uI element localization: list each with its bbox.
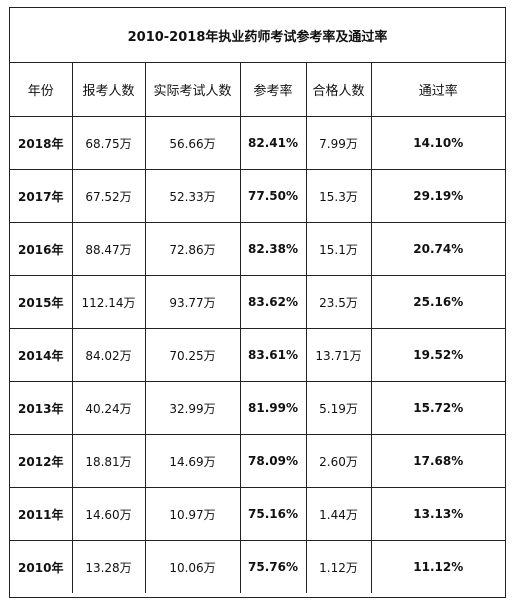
- cell-applicants: 40.24万: [72, 381, 146, 435]
- table-row: 2011年 14.60万 10.97万 75.16% 1.44万 13.13%: [10, 487, 505, 541]
- table-row: 2015年 112.14万 93.77万 83.62% 23.5万 25.16%: [10, 275, 505, 329]
- cell-examinees: 14.69万: [145, 434, 241, 488]
- cell-year: 2016年: [10, 222, 73, 276]
- cell-attendance-rate: 77.50%: [240, 169, 307, 223]
- cell-year: 2013年: [10, 381, 73, 435]
- cell-attendance-rate: 81.99%: [240, 381, 307, 435]
- cell-applicants: 68.75万: [72, 116, 146, 170]
- exam-statistics-table: 年份 报考人数 实际考试人数 参考率 合格人数 通过率 2018年 68.75万…: [10, 63, 505, 593]
- cell-examinees: 10.97万: [145, 487, 241, 541]
- cell-pass-rate: 13.13%: [371, 487, 505, 541]
- cell-examinees: 56.66万: [145, 116, 241, 170]
- cell-year: 2015年: [10, 275, 73, 329]
- cell-attendance-rate: 78.09%: [240, 434, 307, 488]
- table-row: 2018年 68.75万 56.66万 82.41% 7.99万 14.10%: [10, 116, 505, 170]
- cell-attendance-rate: 75.16%: [240, 487, 307, 541]
- cell-pass-rate: 15.72%: [371, 381, 505, 435]
- header-pass-rate: 通过率: [371, 63, 505, 117]
- cell-year: 2017年: [10, 169, 73, 223]
- cell-applicants: 112.14万: [72, 275, 146, 329]
- cell-attendance-rate: 83.61%: [240, 328, 307, 382]
- cell-attendance-rate: 82.41%: [240, 116, 307, 170]
- cell-pass-rate: 19.52%: [371, 328, 505, 382]
- cell-attendance-rate: 82.38%: [240, 222, 307, 276]
- cell-passed: 7.99万: [306, 116, 372, 170]
- header-row: 年份 报考人数 实际考试人数 参考率 合格人数 通过率: [10, 63, 505, 117]
- cell-examinees: 52.33万: [145, 169, 241, 223]
- cell-passed: 13.71万: [306, 328, 372, 382]
- pharmacist-exam-table-container: 2010-2018年执业药师考试参考率及通过率 年份 报考人数 实际考试人数 参…: [9, 7, 506, 598]
- table-row: 2017年 67.52万 52.33万 77.50% 15.3万 29.19%: [10, 169, 505, 223]
- cell-examinees: 72.86万: [145, 222, 241, 276]
- cell-year: 2010年: [10, 540, 73, 593]
- header-applicants: 报考人数: [72, 63, 146, 117]
- cell-attendance-rate: 83.62%: [240, 275, 307, 329]
- cell-applicants: 14.60万: [72, 487, 146, 541]
- cell-applicants: 18.81万: [72, 434, 146, 488]
- cell-examinees: 32.99万: [145, 381, 241, 435]
- cell-applicants: 67.52万: [72, 169, 146, 223]
- table-title: 2010-2018年执业药师考试参考率及通过率: [10, 8, 505, 63]
- cell-pass-rate: 20.74%: [371, 222, 505, 276]
- table-row: 2012年 18.81万 14.69万 78.09% 2.60万 17.68%: [10, 434, 505, 488]
- cell-examinees: 10.06万: [145, 540, 241, 593]
- cell-pass-rate: 14.10%: [371, 116, 505, 170]
- cell-examinees: 93.77万: [145, 275, 241, 329]
- cell-attendance-rate: 75.76%: [240, 540, 307, 593]
- cell-passed: 1.44万: [306, 487, 372, 541]
- cell-passed: 15.3万: [306, 169, 372, 223]
- cell-passed: 2.60万: [306, 434, 372, 488]
- cell-year: 2011年: [10, 487, 73, 541]
- cell-passed: 1.12万: [306, 540, 372, 593]
- table-row: 2010年 13.28万 10.06万 75.76% 1.12万 11.12%: [10, 540, 505, 593]
- cell-applicants: 13.28万: [72, 540, 146, 593]
- cell-pass-rate: 11.12%: [413, 560, 464, 574]
- cell-pass-rate: 29.19%: [371, 169, 505, 223]
- cell-year: 2014年: [10, 328, 73, 382]
- cell-examinees: 70.25万: [145, 328, 241, 382]
- cell-pass-rate: 25.16%: [371, 275, 505, 329]
- header-year: 年份: [10, 63, 73, 117]
- header-passed: 合格人数: [306, 63, 372, 117]
- cell-year: 2012年: [10, 434, 73, 488]
- cell-year: 2018年: [10, 116, 73, 170]
- cell-passed: 5.19万: [306, 381, 372, 435]
- table-row: 2014年 84.02万 70.25万 83.61% 13.71万 19.52%: [10, 328, 505, 382]
- cell-applicants: 84.02万: [72, 328, 146, 382]
- header-attendance-rate: 参考率: [240, 63, 307, 117]
- header-examinees: 实际考试人数: [145, 63, 241, 117]
- cell-pass-rate: 17.68%: [371, 434, 505, 488]
- cell-passed: 23.5万: [306, 275, 372, 329]
- table-row: 2016年 88.47万 72.86万 82.38% 15.1万 20.74%: [10, 222, 505, 276]
- cell-passed: 15.1万: [306, 222, 372, 276]
- cell-applicants: 88.47万: [72, 222, 146, 276]
- table-row: 2013年 40.24万 32.99万 81.99% 5.19万 15.72%: [10, 381, 505, 435]
